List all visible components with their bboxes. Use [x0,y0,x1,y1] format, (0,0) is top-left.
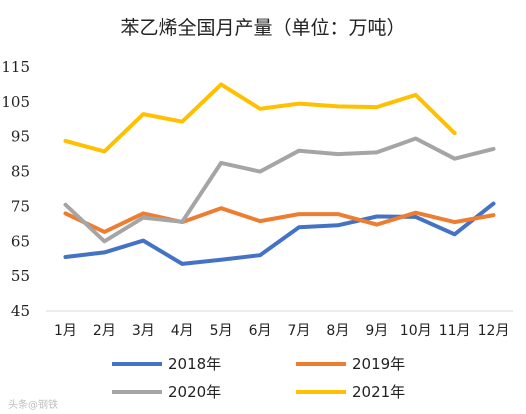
x-tick-label: 9月 [365,323,388,339]
y-axis-ticks: 45 55 65 75 85 95 105 115 [1,58,30,320]
x-tick-label: 8月 [326,323,349,339]
x-tick-label: 11月 [439,323,471,339]
series-line-2020年 [63,136,496,244]
chart-title: 苯乙烯全国月产量（单位：万吨） [120,17,405,39]
x-tick-label: 4月 [171,323,194,339]
legend-label: 2021年 [352,383,405,401]
y-tick-label: 55 [11,267,30,285]
x-axis-ticks: 1月 2月 3月 4月 5月 6月 7月 8月 9月 10月 11月 12月 [54,323,509,339]
x-tick-label: 12月 [478,323,510,339]
series-lines [63,82,496,266]
x-tick-label: 10月 [400,323,432,339]
y-tick-label: 75 [11,197,30,215]
x-tick-label: 6月 [249,323,272,339]
x-tick-label: 5月 [210,323,233,339]
legend-label: 2018年 [168,355,221,373]
series-line-2021年 [63,82,457,154]
series-line-2019年 [63,206,496,234]
x-tick-label: 2月 [93,323,116,339]
x-tick-label: 7月 [287,323,310,339]
y-tick-label: 65 [11,232,30,250]
y-tick-label: 115 [1,58,30,76]
legend-label: 2020年 [168,383,221,401]
series-line-2018年 [63,201,496,266]
x-tick-label: 3月 [132,323,155,339]
watermark-text: 头条@钢铁 [8,398,58,411]
y-tick-label: 95 [11,128,30,146]
y-tick-label: 45 [11,302,30,320]
y-tick-label: 85 [11,163,30,181]
y-tick-label: 105 [1,93,30,111]
legend-label: 2019年 [352,355,405,373]
legend: 2018年 2019年 2020年 2021年 [112,355,405,401]
x-tick-label: 1月 [54,323,77,339]
